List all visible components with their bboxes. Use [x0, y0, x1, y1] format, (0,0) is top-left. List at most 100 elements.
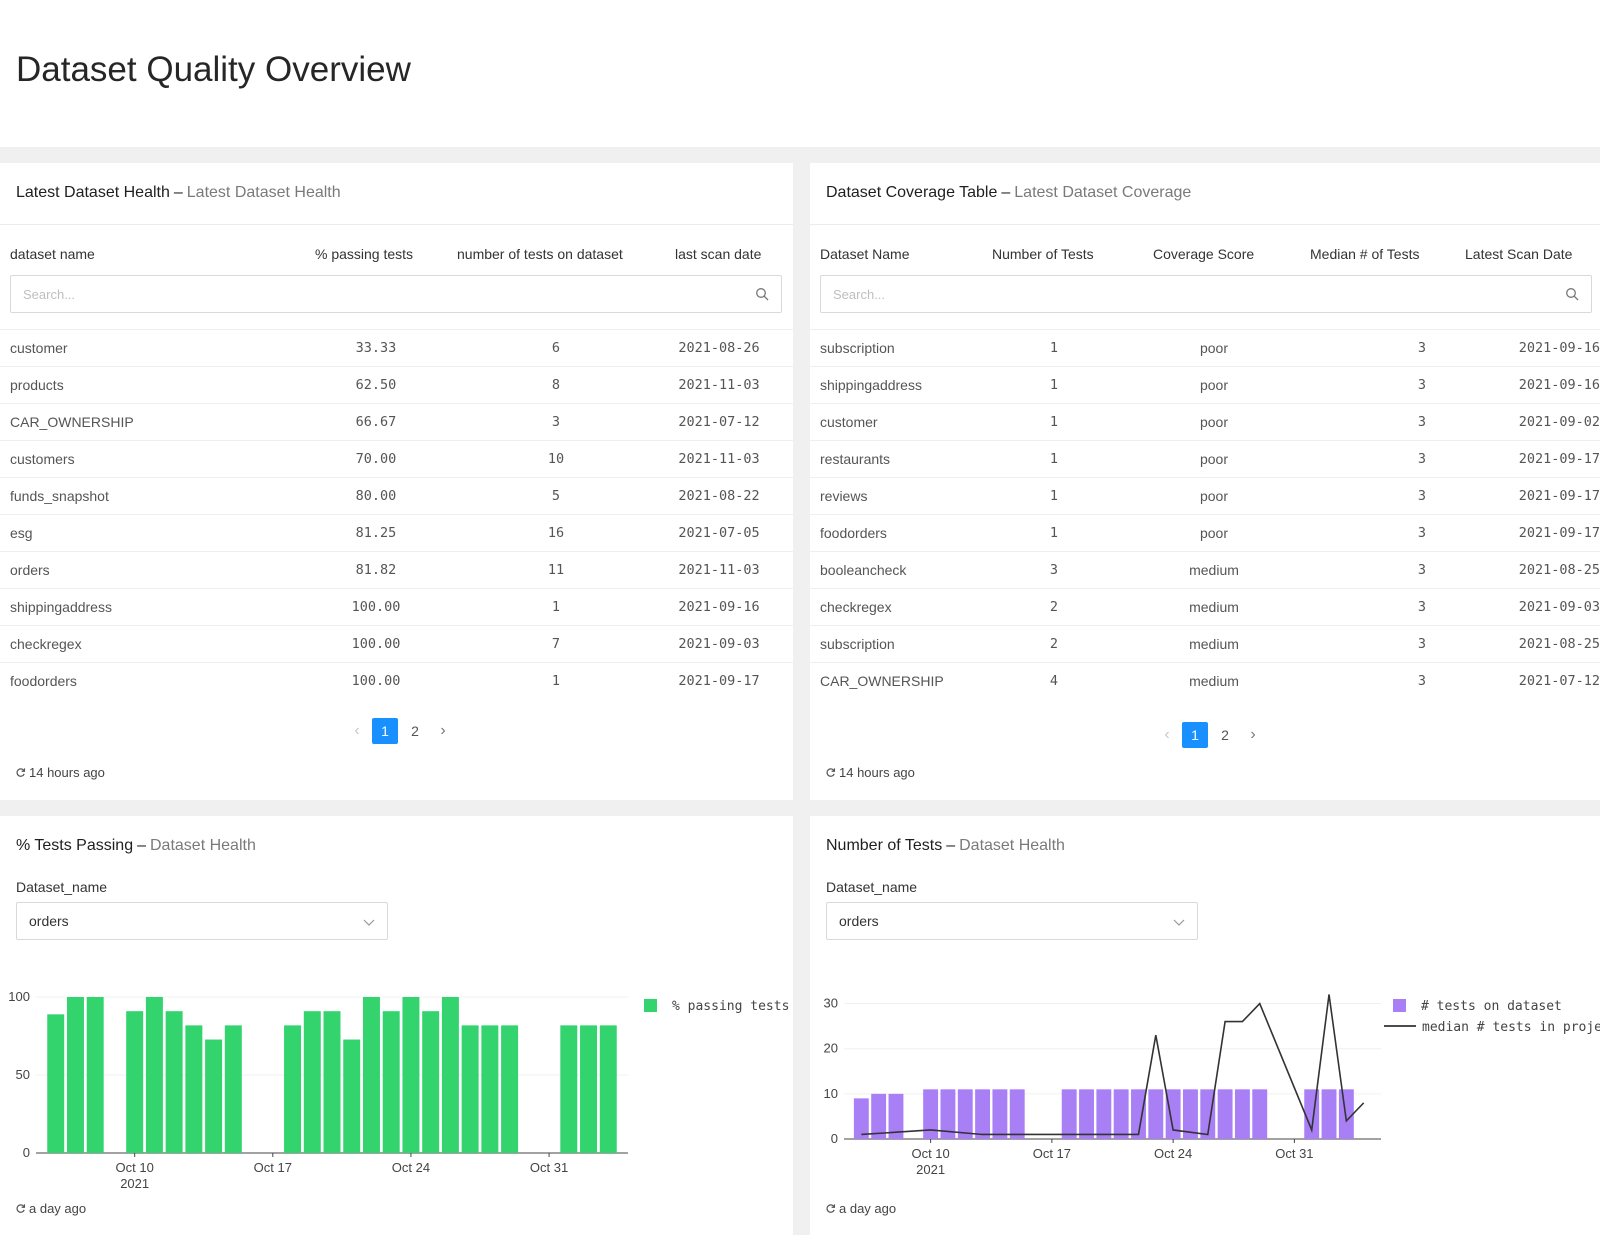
divider — [0, 224, 793, 225]
cell-last-scan-date: 2021-09-17 — [678, 673, 760, 689]
table-row[interactable]: orders 81.82 11 2021-11-03 — [0, 551, 793, 588]
table-row[interactable]: reviews 1 poor 3 2021-09-17 — [810, 477, 1600, 514]
column-header-dataset-name[interactable]: Dataset Name — [820, 246, 910, 262]
next-page-button[interactable]: › — [440, 722, 446, 739]
chart-bar — [185, 1025, 203, 1153]
refresh-status: a day ago — [825, 1201, 896, 1216]
cell-dataset-name: customer — [10, 340, 68, 356]
chart-bar — [303, 1011, 321, 1153]
card-title: Dataset Coverage Table — [826, 184, 998, 201]
column-header-number-of-tests[interactable]: number of tests on dataset — [457, 246, 623, 262]
refresh-icon[interactable] — [15, 767, 26, 778]
chart-bar — [481, 1025, 499, 1153]
chart-bar — [343, 1039, 361, 1153]
column-header-median-tests[interactable]: Median # of Tests — [1310, 246, 1420, 262]
table-row[interactable]: foodorders 1 poor 3 2021-09-17 — [810, 514, 1600, 551]
table-row[interactable]: shippingaddress 100.00 1 2021-09-16 — [0, 588, 793, 625]
card-header: Dataset Coverage Table – Latest Dataset Co… — [826, 184, 1192, 201]
cell-dataset-name: restaurants — [820, 451, 891, 467]
dataset-select[interactable]: orders — [16, 902, 388, 940]
card-header: Number of Tests – Dataset Health — [826, 837, 1065, 854]
cell-number-of-tests: 10 — [547, 451, 565, 467]
chart-bar — [1165, 1089, 1181, 1139]
chart-bar — [501, 1025, 519, 1153]
page-button-2[interactable]: 2 — [411, 723, 419, 739]
cell-dataset-name: shippingaddress — [820, 377, 922, 393]
chart-bar — [1113, 1089, 1129, 1139]
tests-chart-card: Number of Tests – Dataset Health Dataset_n… — [810, 816, 1600, 1235]
search-input[interactable] — [833, 276, 1449, 312]
table-row[interactable]: customer 33.33 6 2021-08-26 — [0, 329, 793, 366]
pagination: ‹ 1 2 › — [346, 718, 454, 744]
cell-dataset-name: products — [10, 377, 64, 393]
table-row[interactable]: customer 1 poor 3 2021-09-02 — [810, 403, 1600, 440]
cell-last-scan-date: 2021-08-22 — [678, 488, 760, 504]
column-header-passing-tests[interactable]: % passing tests — [315, 246, 414, 262]
table-row[interactable]: CAR_OWNERSHIP 4 medium 3 2021-07-12 — [810, 662, 1600, 699]
cell-latest-scan-date: 2021-09-03 — [1518, 599, 1600, 615]
chart-bar — [975, 1089, 991, 1139]
table-row[interactable]: checkregex 100.00 7 2021-09-03 — [0, 625, 793, 662]
refresh-time: 14 hours ago — [29, 765, 105, 780]
page-button-2[interactable]: 2 — [1221, 727, 1229, 743]
legend-swatch — [1393, 999, 1406, 1012]
table-row[interactable]: subscription 2 medium 3 2021-08-25 — [810, 625, 1600, 662]
chart-bar — [853, 1098, 869, 1139]
search-icon[interactable] — [1565, 287, 1579, 301]
prev-page-button[interactable]: ‹ — [354, 722, 360, 739]
cell-number-of-tests: 1 — [551, 673, 561, 689]
table-row[interactable]: CAR_OWNERSHIP 66.67 3 2021-07-12 — [0, 403, 793, 440]
y-tick-label: 0 — [831, 1131, 838, 1146]
table-row[interactable]: esg 81.25 16 2021-07-05 — [0, 514, 793, 551]
chart-bar — [224, 1025, 242, 1153]
search-input[interactable] — [23, 276, 639, 312]
chart-bar — [402, 997, 420, 1153]
column-header-dataset-name[interactable]: dataset name — [10, 246, 95, 262]
prev-page-button[interactable]: ‹ — [1164, 726, 1170, 743]
cell-number-of-tests: 6 — [551, 340, 561, 356]
cell-number-of-tests: 1 — [1049, 488, 1059, 504]
x-tick-label: Oct 10 — [116, 1160, 154, 1175]
table-row[interactable]: shippingaddress 1 poor 3 2021-09-16 — [810, 366, 1600, 403]
cell-number-of-tests: 8 — [551, 377, 561, 393]
dataset-select[interactable]: orders — [826, 902, 1198, 940]
table-row[interactable]: funds_snapshot 80.00 5 2021-08-22 — [0, 477, 793, 514]
refresh-icon[interactable] — [15, 1203, 26, 1214]
refresh-icon[interactable] — [825, 1203, 836, 1214]
chart-bar — [1148, 1089, 1164, 1139]
chart-bar — [1252, 1089, 1268, 1139]
table-row[interactable]: foodorders 100.00 1 2021-09-17 — [0, 662, 793, 699]
page-button-1[interactable]: 1 — [1182, 722, 1208, 748]
filter-label: Dataset_name — [16, 879, 108, 895]
table-row[interactable]: products 62.50 8 2021-11-03 — [0, 366, 793, 403]
card-subtitle: Latest Dataset Health — [186, 184, 341, 201]
cell-dataset-name: orders — [10, 562, 50, 578]
table-row[interactable]: subscription 1 poor 3 2021-09-16 — [810, 329, 1600, 366]
cell-median-tests: 3 — [1417, 636, 1426, 652]
column-header-last-scan-date[interactable]: last scan date — [675, 246, 762, 262]
refresh-status: 14 hours ago — [15, 765, 105, 780]
chart-bar — [1079, 1089, 1094, 1139]
chart-bar — [940, 1089, 956, 1139]
column-header-coverage-score[interactable]: Coverage Score — [1153, 246, 1255, 262]
table-row[interactable]: booleancheck 3 medium 3 2021-08-25 — [810, 551, 1600, 588]
passing-chart-card: % Tests Passing – Dataset Health Dataset_n… — [0, 816, 793, 1235]
chart-bar — [1338, 1089, 1354, 1139]
legend-label: % passing tests — [672, 999, 789, 1014]
y-tick-label: 0 — [23, 1145, 30, 1160]
table-row[interactable]: checkregex 2 medium 3 2021-09-03 — [810, 588, 1600, 625]
cell-coverage-score: medium — [1189, 562, 1239, 578]
table-row[interactable]: restaurants 1 poor 3 2021-09-17 — [810, 440, 1600, 477]
column-header-number-of-tests[interactable]: Number of Tests — [992, 246, 1094, 262]
table-row[interactable]: customers 70.00 10 2021-11-03 — [0, 440, 793, 477]
chart-bar — [1061, 1089, 1077, 1139]
card-title: % Tests Passing — [16, 837, 134, 854]
next-page-button[interactable]: › — [1250, 726, 1256, 743]
search-icon[interactable] — [755, 287, 769, 301]
column-header-latest-scan-date[interactable]: Latest Scan Date — [1465, 246, 1573, 262]
cell-dataset-name: checkregex — [820, 599, 892, 615]
refresh-icon[interactable] — [825, 767, 836, 778]
cell-passing-tests: 81.25 — [355, 525, 397, 541]
cell-median-tests: 3 — [1417, 673, 1426, 689]
page-button-1[interactable]: 1 — [372, 718, 398, 744]
